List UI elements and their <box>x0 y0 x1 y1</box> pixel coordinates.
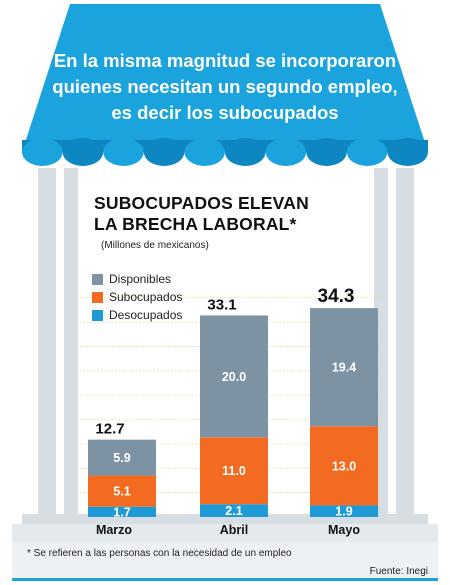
banner-headline: En la misma magnitud se incorporaron qui… <box>30 48 420 126</box>
awning-scallop <box>143 138 185 166</box>
counter-floor <box>12 542 438 578</box>
legend-label-subocupados: Subocupados <box>109 290 183 304</box>
awning-scallop <box>265 138 307 166</box>
footnote: * Se refieren a las personas con la nece… <box>27 548 292 559</box>
legend-label-desocupados: Desocupados <box>109 308 183 322</box>
awning-scallop <box>22 138 63 166</box>
total-label-mayo: 34.3 <box>318 286 355 307</box>
total-label-marzo: 12.7 <box>95 421 124 438</box>
data-label-subocupados-marzo: 5.1 <box>113 485 130 499</box>
column-left-outer <box>38 168 56 520</box>
legend-item-disponibles: Disponibles <box>92 270 182 288</box>
chart-title-line-1: SUBOCUPADOS ELEVAN <box>94 193 309 213</box>
banner-line-1: En la misma magnitud se incorporaron <box>53 50 397 71</box>
counter-body <box>12 524 438 544</box>
data-label-disponibles-abril: 20.0 <box>222 370 246 384</box>
category-label-marzo: Marzo <box>96 523 132 537</box>
chart-legend: Disponibles Subocupados Desocupados <box>92 270 182 324</box>
bar-desocupados-mayo <box>310 505 378 517</box>
awning-scallop <box>306 138 347 166</box>
data-label-desocupados-mayo: 1.9 <box>335 505 352 519</box>
source-credit: Fuente: Inegi <box>369 566 428 577</box>
bar-subocupados-abril <box>200 437 268 505</box>
legend-item-desocupados: Desocupados <box>92 306 182 324</box>
data-label-desocupados-marzo: 1.7 <box>113 505 130 519</box>
data-label-disponibles-mayo: 19.4 <box>332 361 356 375</box>
category-label-mayo: Mayo <box>328 523 360 537</box>
awning-scallop <box>184 138 225 166</box>
stand-counter <box>12 514 438 581</box>
awning-scallop <box>387 138 429 166</box>
legend-swatch-desocupados <box>92 309 103 321</box>
awning-top <box>22 4 428 152</box>
banner-line-2: quienes necesitan un segundo empleo, <box>52 76 398 97</box>
legend-swatch-subocupados <box>92 291 103 303</box>
awning-scallop <box>62 138 104 166</box>
legend-item-subocupados: Subocupados <box>92 288 182 306</box>
data-label-desocupados-abril: 2.1 <box>225 504 242 518</box>
bar-disponibles-mayo <box>310 308 378 427</box>
column-right-outer <box>396 168 414 520</box>
banner-line-3: es decir los subocupados <box>111 102 339 123</box>
data-label-subocupados-mayo: 13.0 <box>332 459 356 473</box>
awning-scallops <box>22 138 429 166</box>
data-label-disponibles-marzo: 5.9 <box>113 451 130 465</box>
bar-subocupados-mayo <box>310 426 378 506</box>
legend-swatch-disponibles <box>92 273 103 285</box>
bar-subocupados-marzo <box>88 475 156 507</box>
floor-line <box>12 578 438 581</box>
bar-desocupados-abril <box>200 504 268 517</box>
total-label-abril: 33.1 <box>207 296 236 313</box>
chart-bars <box>88 308 378 517</box>
chart-title: SUBOCUPADOS ELEVAN LA BRECHA LABORAL* <box>94 193 364 235</box>
data-label-subocupados-abril: 11.0 <box>222 464 246 478</box>
chart-title-line-2: LA BRECHA LABORAL* <box>94 214 297 234</box>
awning-scallop <box>225 138 266 166</box>
chart-subtitle: (Millones de mexicanos) <box>101 240 209 251</box>
column-left-inner <box>64 168 78 520</box>
awning-scallop <box>346 138 388 166</box>
category-label-abril: Abril <box>220 523 248 537</box>
chart-labels: 1.7 5.1 5.9 12.7 Marzo 2.1 11.0 20.0 33.1 Abril 1.… <box>95 286 360 537</box>
bar-disponibles-abril <box>200 315 268 438</box>
bar-desocupados-marzo <box>88 506 156 517</box>
legend-label-disponibles: Disponibles <box>109 272 172 286</box>
awning-scallop <box>103 138 144 166</box>
bar-disponibles-marzo <box>88 439 156 476</box>
